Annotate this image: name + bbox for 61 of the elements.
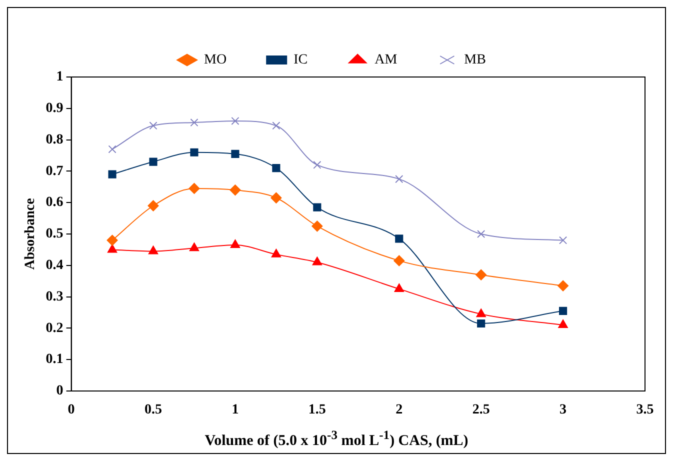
legend-label: MB (464, 52, 486, 68)
point (108, 145, 116, 154)
point (395, 234, 404, 243)
point (190, 148, 198, 156)
point (312, 256, 322, 266)
y-tick-label: 0 (56, 384, 64, 399)
y-tick-label: 0.7 (46, 164, 64, 179)
point (106, 234, 118, 246)
x-tick-label: 2.5 (472, 402, 490, 418)
x-tick-label: 2 (396, 402, 403, 418)
point (558, 320, 568, 328)
point (477, 230, 486, 238)
point (476, 308, 486, 318)
x-tick-label: 3.5 (636, 402, 654, 418)
y-axis-title: Absorbance (23, 198, 38, 270)
point (558, 280, 569, 292)
point (148, 200, 159, 212)
point (148, 246, 158, 254)
point (149, 122, 158, 130)
y-tick-label: 0.6 (46, 195, 64, 210)
point (313, 160, 322, 169)
point (231, 116, 240, 125)
y-tick-label: 0.2 (46, 320, 64, 336)
y-tick-label: 0.3 (46, 289, 64, 304)
x-tick-label: 0.5 (144, 402, 162, 418)
point (272, 122, 280, 130)
point (476, 269, 487, 280)
y-tick-label: 0.4 (46, 258, 64, 274)
point (189, 242, 200, 252)
point (230, 184, 241, 196)
point (231, 150, 240, 158)
x-tick-label: 1 (232, 402, 239, 418)
y-tick-label: 0.9 (46, 101, 64, 116)
point (107, 244, 118, 253)
point (190, 118, 198, 127)
legend-label: MO (204, 52, 227, 68)
point (394, 283, 404, 292)
y-tick-label: 0.8 (46, 132, 64, 148)
point (312, 220, 323, 232)
x-axis-title: Volume of (5.0 x 10$^{-3}$ mol L$^{-1}$) CAS, (mL) (204, 427, 470, 451)
point (270, 192, 282, 204)
y-tick-label: 0.1 (46, 352, 64, 368)
point (149, 158, 158, 166)
point (313, 203, 322, 212)
y-tick-label: 1 (56, 70, 64, 85)
point (230, 239, 240, 248)
point (272, 164, 280, 172)
point (559, 306, 568, 315)
legend-label: IC (294, 52, 308, 68)
x-tick-label: 0 (68, 402, 75, 418)
point (188, 182, 200, 194)
point (108, 170, 116, 178)
x-tick-label: 1.5 (308, 402, 326, 418)
point (477, 319, 486, 328)
point (271, 248, 282, 258)
legend-label: AM (374, 52, 398, 68)
point (394, 255, 405, 266)
x-tick-label: 3 (560, 402, 567, 418)
y-tick-label: 0.5 (46, 226, 64, 242)
point (559, 236, 568, 244)
point (395, 175, 404, 184)
